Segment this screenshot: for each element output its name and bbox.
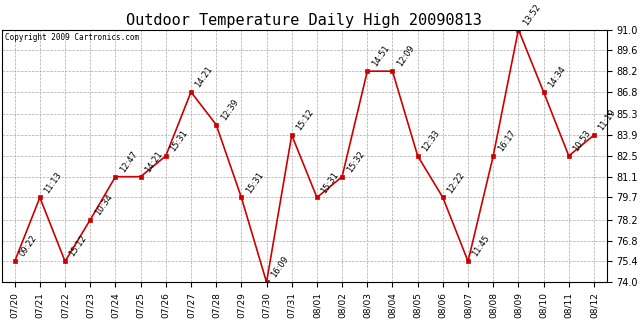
Text: 15:31: 15:31 [320, 170, 340, 195]
Text: 12:39: 12:39 [219, 97, 240, 122]
Text: 12:09: 12:09 [396, 44, 416, 68]
Text: 12:47: 12:47 [118, 149, 140, 174]
Text: 15:32: 15:32 [345, 149, 366, 174]
Text: 09:22: 09:22 [17, 234, 38, 259]
Text: 12:22: 12:22 [445, 170, 467, 195]
Text: 15:12: 15:12 [294, 108, 316, 132]
Text: 11:19: 11:19 [596, 108, 618, 132]
Text: 15:31: 15:31 [168, 128, 189, 153]
Title: Outdoor Temperature Daily High 20090813: Outdoor Temperature Daily High 20090813 [126, 13, 483, 28]
Text: 15:12: 15:12 [68, 234, 89, 259]
Text: 13:52: 13:52 [521, 2, 542, 27]
Text: 14:51: 14:51 [370, 44, 391, 68]
Text: 15:31: 15:31 [244, 170, 265, 195]
Text: 10:53: 10:53 [572, 128, 593, 153]
Text: 14:34: 14:34 [547, 65, 568, 89]
Text: Copyright 2009 Cartronics.com: Copyright 2009 Cartronics.com [5, 33, 140, 42]
Text: 10:34: 10:34 [93, 192, 114, 217]
Text: 11:45: 11:45 [471, 234, 492, 259]
Text: 16:09: 16:09 [269, 255, 291, 279]
Text: 14:21: 14:21 [194, 65, 215, 89]
Text: 12:33: 12:33 [420, 128, 442, 153]
Text: 11:13: 11:13 [43, 170, 64, 195]
Text: 16:17: 16:17 [496, 128, 517, 153]
Text: 14:21: 14:21 [143, 149, 164, 174]
